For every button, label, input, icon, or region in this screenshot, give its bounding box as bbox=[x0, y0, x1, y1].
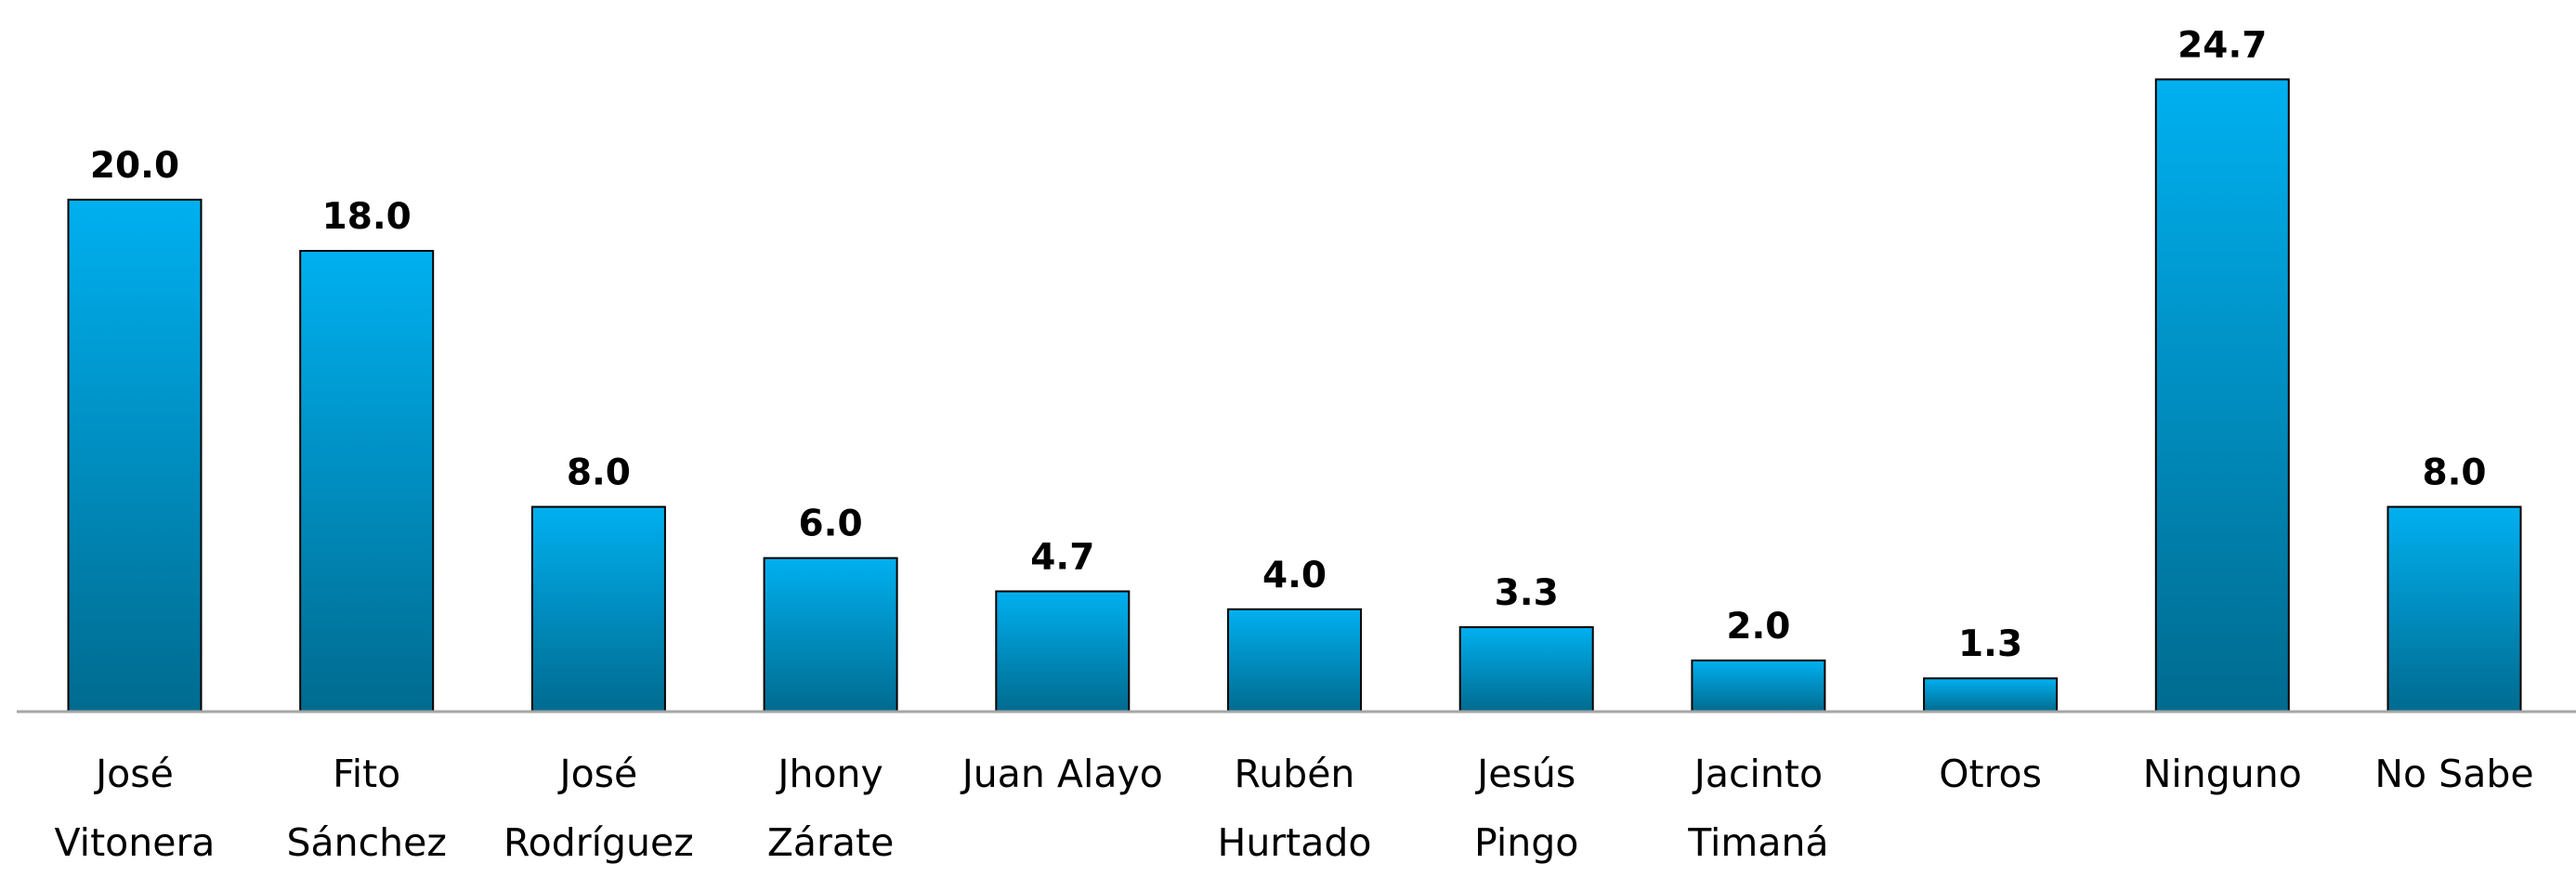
x-tick-label: Jacinto Timaná bbox=[1688, 752, 1829, 865]
value-label: 2.0 bbox=[1726, 606, 1790, 648]
value-label: 4.0 bbox=[1262, 555, 1327, 596]
bar bbox=[299, 250, 435, 713]
value-label: 24.7 bbox=[2177, 24, 2267, 66]
bar bbox=[1227, 608, 1362, 713]
bar bbox=[1458, 626, 1594, 713]
value-label: 20.0 bbox=[90, 145, 179, 187]
x-tick-label: Ninguno bbox=[2142, 752, 2302, 796]
x-tick-label: José Rodríguez bbox=[503, 752, 694, 865]
bar bbox=[2154, 78, 2290, 713]
value-label: 8.0 bbox=[567, 452, 631, 494]
x-tick-label: Fito Sánchez bbox=[286, 752, 447, 865]
value-label: 3.3 bbox=[1495, 572, 1559, 614]
bar bbox=[530, 505, 666, 713]
x-tick-label: Rubén Hurtado bbox=[1217, 752, 1372, 865]
x-tick-label: Otros bbox=[1939, 752, 2042, 796]
value-label: 6.0 bbox=[799, 504, 863, 545]
bar bbox=[995, 590, 1131, 713]
bar bbox=[2386, 505, 2522, 713]
x-tick-label: Jhony Zárate bbox=[766, 752, 895, 865]
bar bbox=[1691, 659, 1826, 713]
bar bbox=[1923, 677, 2059, 713]
x-tick-label: No Sabe bbox=[2374, 752, 2534, 796]
x-tick-label: Juan Alayo bbox=[961, 752, 1163, 796]
value-label: 1.3 bbox=[1958, 623, 2022, 665]
x-tick-label: José Vitonera bbox=[54, 752, 216, 865]
bar bbox=[67, 198, 203, 713]
value-label: 18.0 bbox=[322, 196, 412, 238]
value-label: 8.0 bbox=[2422, 452, 2486, 494]
value-label: 4.7 bbox=[1030, 536, 1094, 578]
bar bbox=[763, 556, 898, 713]
x-tick-label: Jesús Pingo bbox=[1474, 752, 1579, 865]
